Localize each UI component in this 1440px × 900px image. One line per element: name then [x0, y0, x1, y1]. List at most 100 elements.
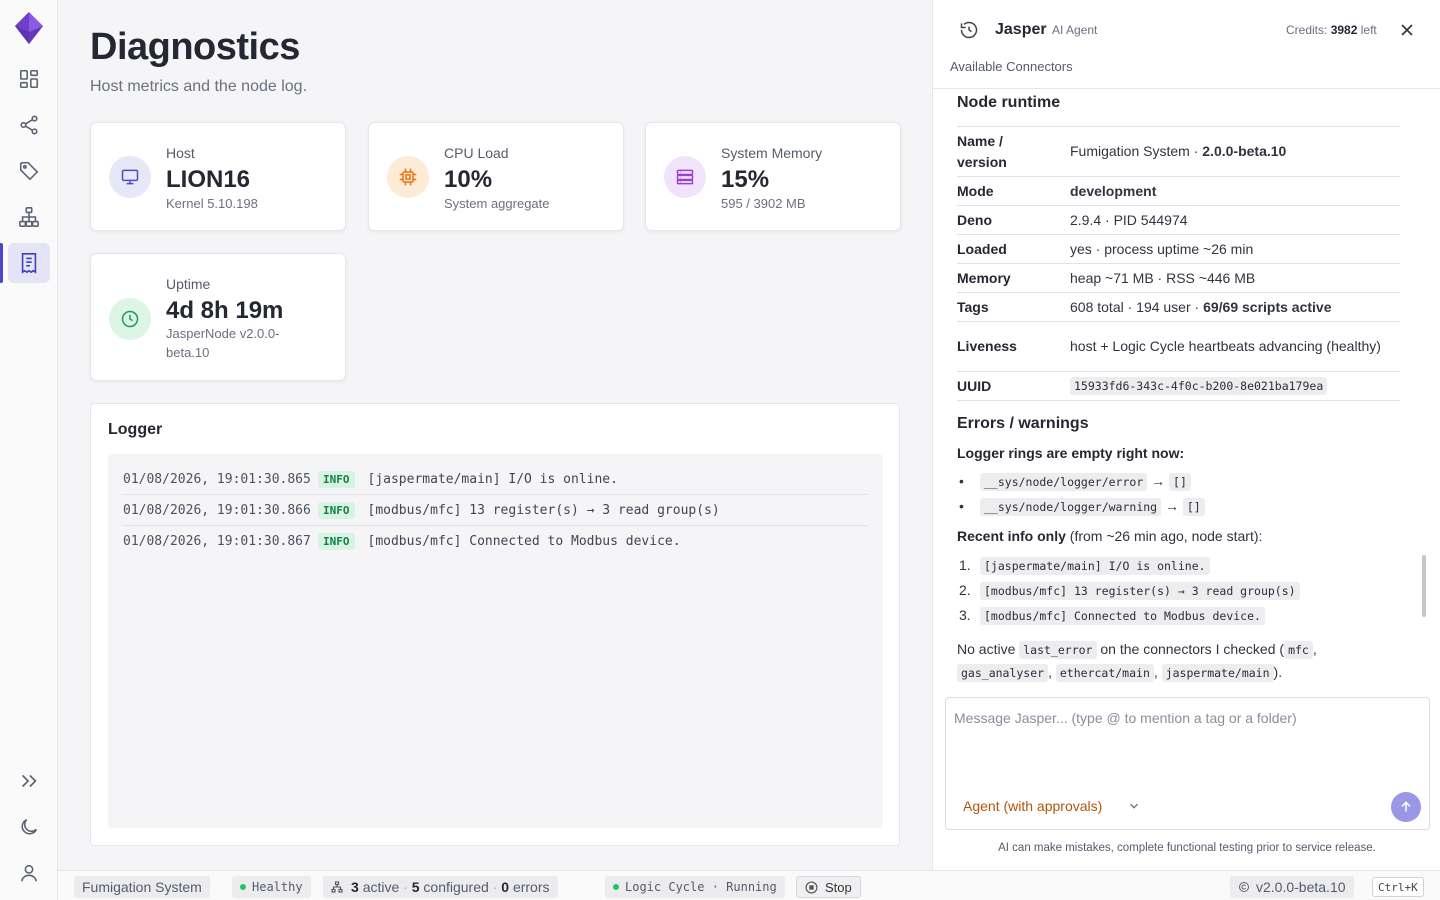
log-message: [jaspermate/main] I/O is online.: [367, 471, 618, 487]
health-badge[interactable]: Healthy: [232, 876, 311, 898]
credits-label: Credits:: [1286, 23, 1328, 37]
runtime-key: UUID: [957, 371, 1070, 401]
separator: ·: [403, 879, 408, 895]
uptime-sub-2: beta.10: [166, 345, 210, 360]
chat-scrollbar[interactable]: [1422, 555, 1426, 617]
history-button[interactable]: [959, 20, 979, 40]
message-input[interactable]: Message Jasper... (type @ to mention a t…: [954, 710, 1297, 726]
empty-rings-text: Logger rings are empty right now:: [957, 445, 1185, 461]
user-icon: [20, 864, 38, 882]
message-composer[interactable]: Message Jasper... (type @ to mention a t…: [945, 697, 1430, 830]
theme-toggle-button[interactable]: [8, 807, 50, 847]
runtime-row: Liveness host + Logic Cycle heartbeats a…: [957, 321, 1400, 372]
recent-log-code: [jaspermate/main] I/O is online.: [980, 557, 1210, 575]
arrow-text: →: [1151, 473, 1166, 489]
logger-title: Logger: [108, 421, 163, 438]
logic-cycle-text: Logic Cycle · Running: [625, 880, 777, 894]
last-error-code: last_error: [1019, 641, 1097, 659]
history-icon: [960, 21, 978, 39]
runtime-key: Deno: [957, 205, 1070, 235]
host-value: LION16: [166, 166, 251, 193]
version-badge[interactable]: v2.0.0-beta.10: [1230, 876, 1354, 898]
agent-panel: Jasper AI Agent Credits: 3982 left Avail…: [932, 0, 1440, 870]
runtime-value-text: 608 total · 194 user ·: [1070, 298, 1204, 315]
runtime-row: Memory heap ~71 MB · RSS ~446 MB: [957, 263, 1400, 293]
runtime-heading: Node runtime: [957, 94, 1061, 111]
cpu-label: CPU Load: [444, 145, 509, 161]
nav-tags-button[interactable]: [8, 151, 50, 191]
uuid-code: 15933fd6-343c-4f0c-b200-8e021ba179ea: [1070, 377, 1328, 395]
nav-diagnostics-button[interactable]: [8, 243, 50, 283]
send-button[interactable]: [1391, 792, 1421, 822]
no-active-errors-text: No active last_error on the connectors I…: [957, 641, 1317, 682]
share-nodes-icon: [20, 115, 38, 135]
uptime-label: Uptime: [166, 276, 211, 292]
runtime-value: Fumigation System · 2.0.0-beta.10: [1070, 126, 1400, 177]
memory-card: System Memory 15% 595 / 3902 MB: [645, 122, 901, 231]
credits-suffix: left: [1360, 23, 1377, 37]
log-box[interactable]: 01/08/2026, 19:01:30.865 INFO [jaspermat…: [108, 454, 883, 828]
panel-divider: [933, 88, 1440, 89]
nav-network-button[interactable]: [8, 197, 50, 237]
command-palette-shortcut[interactable]: Ctrl+K: [1372, 877, 1424, 897]
runtime-value: 15933fd6-343c-4f0c-b200-8e021ba179ea: [1070, 371, 1400, 401]
active-label: active: [362, 879, 400, 895]
recent-log-code: [modbus/mfc] Connected to Modbus device.: [980, 607, 1265, 625]
chevron-down-icon[interactable]: [1127, 799, 1141, 813]
memory-label: System Memory: [721, 145, 823, 161]
account-button[interactable]: [8, 853, 50, 893]
log-row: 01/08/2026, 19:01:30.867 INFO [modbus/mf…: [123, 526, 868, 557]
list-item: • __sys/node/logger/warning → []: [959, 498, 1205, 516]
chat-messages[interactable]: Node runtime Name / version Fumigation S…: [933, 89, 1440, 687]
nav-dashboard-button[interactable]: [8, 59, 50, 99]
list-item: • __sys/node/logger/error → []: [959, 473, 1191, 491]
errors-heading: Errors / warnings: [957, 415, 1089, 432]
runtime-row: Name / version Fumigation System · 2.0.0…: [957, 126, 1400, 177]
stop-button[interactable]: Stop: [796, 876, 861, 898]
expand-icon: [21, 774, 37, 788]
cpu-icon: [387, 156, 429, 198]
expand-sidebar-button[interactable]: [8, 761, 50, 801]
mode-select[interactable]: Agent (with approvals): [963, 798, 1103, 814]
log-level-badge: INFO: [318, 501, 355, 519]
logger-panel: Logger 01/08/2026, 19:01:30.865 INFO [ja…: [90, 403, 900, 846]
logic-cycle-dot: [613, 884, 619, 890]
uptime-sub-1: JasperNode v2.0.0-: [166, 326, 280, 341]
connector-code: jaspermate/main: [1161, 664, 1274, 682]
connectors-summary[interactable]: 3 active · 5 configured · 0 errors: [323, 876, 558, 898]
log-row: 01/08/2026, 19:01:30.866 INFO [modbus/mf…: [123, 495, 868, 526]
memory-icon: [664, 156, 706, 198]
runtime-key: Memory: [957, 263, 1070, 293]
version-text: v2.0.0-beta.10: [1256, 879, 1346, 895]
host-sub: Kernel 5.10.198: [166, 196, 258, 211]
runtime-value-bold: 69/69 scripts active: [1203, 298, 1332, 315]
nav-connections-button[interactable]: [8, 105, 50, 145]
page-title: Diagnostics: [90, 26, 300, 68]
connector-code: ethercat/main: [1055, 664, 1154, 682]
stop-icon: [805, 880, 818, 894]
runtime-row: Loaded yes · process uptime ~26 min: [957, 234, 1400, 264]
runtime-value: yes · process uptime ~26 min: [1070, 234, 1400, 264]
log-timestamp: 01/08/2026, 19:01:30.867: [123, 534, 311, 549]
dashboard-icon: [19, 69, 39, 89]
project-name[interactable]: Fumigation System: [74, 876, 210, 898]
configured-label: configured: [423, 879, 489, 895]
stop-label: Stop: [825, 879, 852, 895]
app-logo-icon[interactable]: [15, 12, 43, 44]
recent-info-heading: Recent info only (from ~26 min ago, node…: [957, 528, 1262, 544]
active-indicator: [0, 243, 3, 283]
health-dot: [240, 884, 246, 890]
runtime-key: Liveness: [957, 321, 1070, 372]
cpu-value: 10%: [444, 166, 493, 193]
moon-icon: [21, 818, 38, 835]
runtime-key: Loaded: [957, 234, 1070, 264]
logger-path-code: __sys/node/logger/error: [980, 473, 1148, 491]
runtime-row: UUID 15933fd6-343c-4f0c-b200-8e021ba179e…: [957, 371, 1400, 401]
available-connectors-link[interactable]: Available Connectors: [950, 59, 1073, 74]
close-panel-button[interactable]: [1397, 20, 1417, 40]
logic-cycle-status[interactable]: Logic Cycle · Running: [605, 876, 785, 898]
close-icon: [1401, 24, 1413, 36]
text-span: on the connectors I checked (: [1096, 641, 1285, 657]
uptime-value: 4d 8h 19m: [166, 297, 284, 324]
runtime-value: heap ~71 MB · RSS ~446 MB: [1070, 263, 1400, 293]
